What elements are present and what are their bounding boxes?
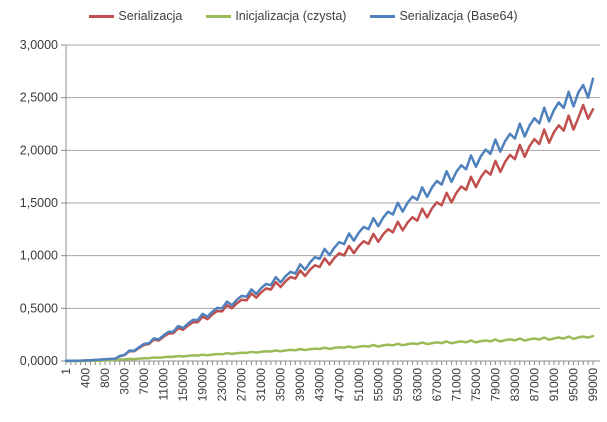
- legend-label: Serializacja (Base64): [399, 9, 518, 23]
- series-line-2: [64, 77, 595, 363]
- legend-swatch-red: [89, 14, 115, 18]
- x-axis-label: 67000: [430, 368, 444, 402]
- y-axis-label: 1,5000: [20, 196, 58, 210]
- x-axis-label: 55000: [371, 368, 385, 402]
- x-axis-label: 35000: [274, 368, 288, 402]
- x-axis-label: 3000: [118, 368, 132, 395]
- x-axis-label: 800: [98, 368, 112, 388]
- x-axis-label: 71000: [449, 368, 463, 402]
- x-axis-label: 47000: [332, 368, 346, 402]
- x-axis-label: 63000: [410, 368, 424, 402]
- x-axis-label: 19000: [196, 368, 210, 402]
- x-axis-label: 400: [79, 368, 93, 388]
- legend-swatch-green: [206, 14, 232, 18]
- x-axis-label: 39000: [293, 368, 307, 402]
- x-axis-label: 75000: [469, 368, 483, 402]
- legend-item-serializacja: Serializacja: [89, 9, 182, 23]
- x-axis-label: 31000: [254, 368, 268, 402]
- x-axis-label: 91000: [547, 368, 561, 402]
- x-axis-label: 11000: [157, 368, 171, 401]
- series-line-0: [64, 103, 595, 363]
- x-axis-label: 1: [59, 368, 73, 375]
- x-axis-label: 43000: [313, 368, 327, 402]
- x-axis-label: 95000: [566, 368, 580, 402]
- x-axis-label: 59000: [391, 368, 405, 402]
- legend: Serializacja Inicjalizacja (czysta) Seri…: [0, 9, 607, 23]
- legend-item-inicjalizacja: Inicjalizacja (czysta): [206, 9, 346, 23]
- series-line-1: [64, 334, 595, 363]
- legend-label: Serializacja: [118, 9, 183, 23]
- x-axis-label: 27000: [235, 368, 249, 402]
- x-axis-label: 15000: [176, 368, 190, 402]
- x-axis-label: 7000: [137, 368, 151, 395]
- x-axis-label: 23000: [215, 368, 229, 402]
- y-axis-label: 0,0000: [20, 354, 58, 368]
- legend-item-serializacja-base64: Serializacja (Base64): [370, 9, 518, 23]
- y-axis-label: 0,5000: [20, 301, 58, 315]
- legend-label: Inicjalizacja (czysta): [235, 9, 347, 23]
- x-axis-label: 83000: [508, 368, 522, 402]
- y-axis-label: 2,5000: [20, 91, 58, 105]
- y-axis-label: 2,0000: [20, 143, 58, 157]
- x-axis-label: 99000: [586, 368, 600, 402]
- y-axis-label: 1,0000: [20, 249, 58, 263]
- x-axis-label: 87000: [527, 368, 541, 402]
- x-axis-label: 51000: [352, 368, 366, 402]
- y-axis-label: 3,0000: [20, 38, 58, 52]
- x-axis-label: 79000: [488, 368, 502, 402]
- legend-swatch-blue: [370, 14, 396, 18]
